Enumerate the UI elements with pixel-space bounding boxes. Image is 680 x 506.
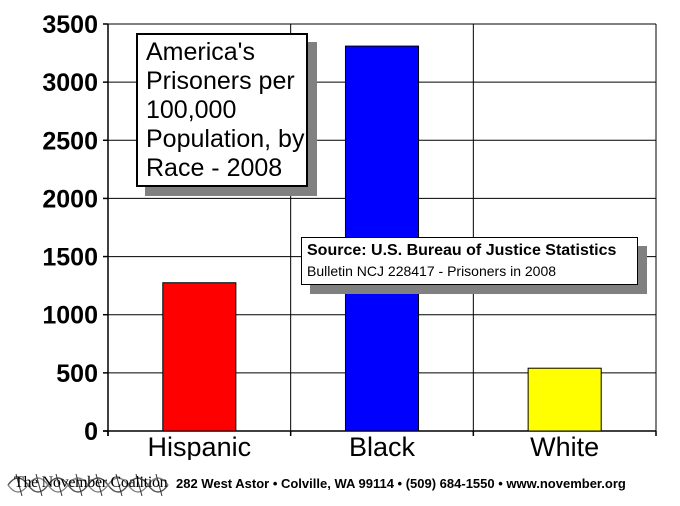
logo-text: The November Coalition bbox=[14, 474, 168, 491]
x-tick-label: Hispanic bbox=[148, 432, 252, 460]
footer: The November Coalition 282 West Astor • … bbox=[0, 459, 680, 503]
chart-title-box: America's Prisoners per 100,000 Populati… bbox=[136, 33, 308, 187]
footer-address: 282 West Astor • Colville, WA 99114 • (5… bbox=[176, 476, 626, 491]
y-tick-labels: 0 500 1000 1500 2000 2500 3000 3500 bbox=[42, 11, 98, 446]
logo-decoration-icon bbox=[7, 473, 169, 497]
y-tick-label: 2500 bbox=[42, 127, 98, 155]
bar-white bbox=[527, 367, 602, 432]
source-line-2: Bulletin NCJ 228417 - Prisoners in 2008 bbox=[307, 263, 557, 279]
chart-title: America's Prisoners per 100,000 Populati… bbox=[146, 38, 305, 182]
y-tick-label: 2000 bbox=[42, 185, 98, 213]
bar-hispanic bbox=[162, 282, 237, 432]
y-tick-label: 1500 bbox=[42, 244, 98, 272]
november-coalition-logo: The November Coalition bbox=[6, 469, 172, 501]
x-tick-label: White bbox=[530, 432, 599, 460]
y-tick-label: 1000 bbox=[42, 302, 98, 330]
source-line-1: Source: U.S. Bureau of Justice Statistic… bbox=[307, 242, 617, 259]
x-tick-label: Black bbox=[349, 432, 416, 460]
y-tick-label: 3000 bbox=[42, 69, 98, 97]
bar-chart: 0 500 1000 1500 2000 2500 3000 3500 Hispanic Bla… bbox=[42, 11, 657, 460]
x-tick-labels: Hispanic Black White bbox=[148, 432, 600, 460]
y-tick-label: 3500 bbox=[42, 11, 98, 39]
source-annotation: Source: U.S. Bureau of Justice Statistic… bbox=[301, 237, 638, 285]
y-tick-label: 0 bbox=[84, 418, 98, 446]
y-tick-label: 500 bbox=[56, 360, 98, 388]
